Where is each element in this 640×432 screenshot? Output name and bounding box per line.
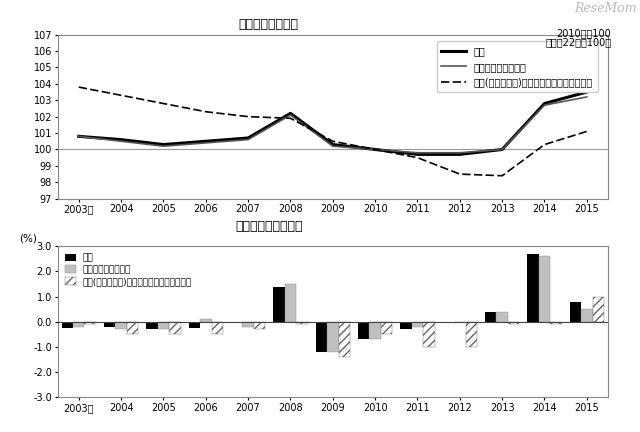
Bar <box>465 322 477 347</box>
Bar <box>381 322 392 334</box>
Bar <box>73 322 84 327</box>
Bar <box>254 322 265 330</box>
Bar <box>401 322 412 330</box>
Bar <box>147 322 157 330</box>
Bar <box>539 256 550 322</box>
Bar <box>527 254 539 322</box>
Bar <box>243 322 254 327</box>
Bar <box>61 322 73 328</box>
Bar <box>273 286 285 322</box>
Text: 図７　指数の動き: 図７ 指数の動き <box>239 18 299 31</box>
Bar <box>508 322 519 324</box>
Bar <box>157 322 169 330</box>
Bar <box>104 322 115 327</box>
Bar <box>169 322 180 334</box>
Text: （平成22年＝100）: （平成22年＝100） <box>545 37 611 47</box>
Bar <box>296 322 308 324</box>
Bar <box>570 302 581 322</box>
Bar <box>423 322 435 347</box>
Bar <box>327 322 339 352</box>
Bar <box>358 322 369 340</box>
Bar <box>497 312 508 322</box>
Bar <box>550 322 562 324</box>
Bar <box>316 322 327 352</box>
Text: (%): (%) <box>19 233 37 243</box>
Bar <box>115 322 127 330</box>
Text: 図８　前年比の動き: 図８ 前年比の動き <box>235 220 303 233</box>
Bar <box>339 322 350 357</box>
Bar <box>581 309 593 322</box>
Bar <box>285 284 296 322</box>
Bar <box>127 322 138 334</box>
Bar <box>84 322 96 324</box>
Bar <box>485 312 497 322</box>
Legend: 総合, 生鮮食品を除く総合, 食料(酒類を除く)及びエネルギーを除く総合: 総合, 生鮮食品を除く総合, 食料(酒類を除く)及びエネルギーを除く総合 <box>436 41 598 92</box>
Bar <box>593 297 604 322</box>
Bar <box>200 319 211 322</box>
Text: ReseMom: ReseMom <box>574 2 637 15</box>
Bar <box>211 322 223 334</box>
Bar <box>369 322 381 340</box>
Legend: 総合, 生鮮食品を除く総合, 食料(酒類を除く)及びエネルギーを除く総合: 総合, 生鮮食品を除く総合, 食料(酒類を除く)及びエネルギーを除く総合 <box>62 251 195 289</box>
Bar <box>189 322 200 328</box>
Text: 2010年＝100: 2010年＝100 <box>556 28 611 38</box>
Bar <box>412 322 423 327</box>
